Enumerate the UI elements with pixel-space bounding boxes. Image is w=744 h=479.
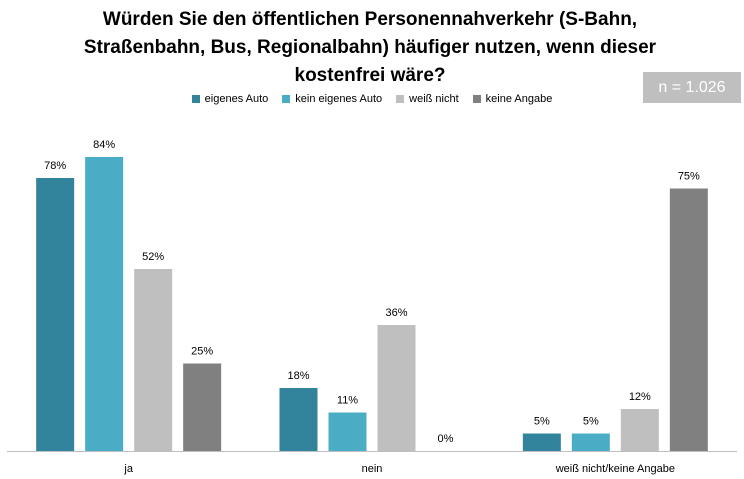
data-label: 11% — [337, 395, 358, 407]
bar — [279, 388, 318, 451]
bar — [85, 157, 124, 451]
bar — [328, 412, 367, 451]
legend-label: kein eigenes Auto — [295, 93, 383, 105]
bar — [134, 269, 173, 451]
legend-item-kein-eigenes-auto: kein eigenes Auto — [282, 93, 382, 105]
data-label: 5% — [534, 416, 550, 428]
data-label: 5% — [583, 416, 599, 428]
title-line-2: Straßenbahn, Bus, Regionalbahn) häufiger… — [83, 37, 657, 58]
legend-item-weiss-nicht: weiß nicht — [396, 93, 459, 105]
legend-swatch — [472, 95, 481, 103]
chart-title: Würden Sie den öffentlichen Personennahv… — [60, 6, 680, 90]
data-label: 36% — [385, 307, 407, 319]
data-label: 25% — [191, 346, 213, 358]
data-label: 0% — [438, 433, 454, 445]
legend-swatch — [191, 95, 200, 103]
category-label: nein — [362, 463, 383, 475]
data-label: 18% — [287, 370, 309, 382]
bar — [183, 363, 222, 451]
bar — [522, 433, 561, 451]
legend-label: keine Angabe — [485, 93, 553, 105]
category-label: ja — [123, 463, 133, 475]
bar — [571, 433, 610, 451]
data-label: 84% — [93, 139, 115, 151]
data-label: 78% — [44, 160, 66, 172]
legend-item-keine-angabe: keine Angabe — [472, 93, 553, 105]
data-label: 52% — [142, 251, 164, 263]
bar — [36, 178, 75, 451]
category-label: weiß nicht/keine Angabe — [555, 463, 675, 475]
legend-label: weiß nicht — [409, 93, 459, 105]
legend-swatch — [396, 95, 405, 103]
bar — [620, 409, 659, 451]
data-label: 75% — [678, 171, 700, 183]
bar — [377, 325, 416, 451]
legend-item-eigenes-auto: eigenes Auto — [191, 93, 269, 105]
title-line-3: kostenfrei wäre? — [294, 65, 446, 86]
legend-label: eigenes Auto — [204, 93, 269, 105]
bar — [669, 188, 708, 451]
legend-swatch — [282, 95, 291, 103]
data-label: 12% — [629, 391, 651, 403]
title-line-1: Würden Sie den öffentlichen Personennahv… — [102, 9, 638, 30]
chart-legend: eigenes Auto kein eigenes Auto weiß nich… — [0, 93, 744, 105]
sample-size-badge: n = 1.026 — [643, 72, 741, 103]
